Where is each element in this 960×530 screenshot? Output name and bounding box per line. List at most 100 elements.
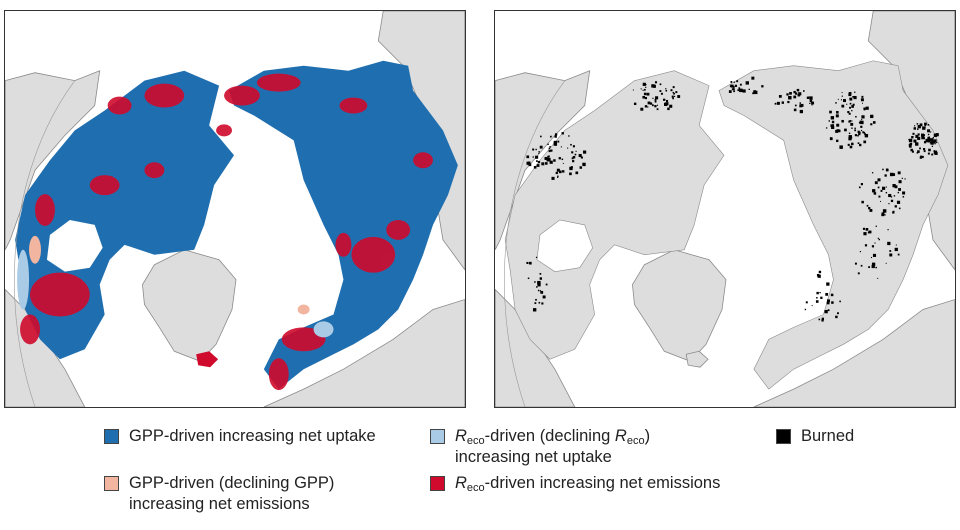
burned-speck bbox=[923, 134, 925, 136]
burned-speck bbox=[920, 155, 923, 158]
region-eurasia bbox=[718, 60, 949, 390]
burned-speck bbox=[739, 83, 742, 86]
burned-speck bbox=[889, 172, 894, 177]
burned-speck bbox=[885, 186, 887, 188]
burned-speck bbox=[809, 102, 811, 105]
burned-speck bbox=[537, 289, 540, 292]
burned-speck bbox=[931, 145, 934, 148]
burned-speck bbox=[737, 89, 740, 92]
burned-speck bbox=[774, 102, 777, 105]
legend-gpp-uptake: GPP-driven increasing net uptake bbox=[104, 426, 376, 447]
burned-speck bbox=[811, 305, 813, 307]
burned-speck bbox=[922, 126, 926, 130]
burned-speck bbox=[553, 140, 557, 145]
burned-speck bbox=[852, 103, 855, 106]
burned-speck bbox=[553, 159, 556, 162]
burned-speck bbox=[917, 125, 921, 129]
burned-speck bbox=[555, 171, 558, 175]
burned-speck bbox=[569, 172, 572, 176]
burned-speck bbox=[934, 151, 938, 155]
burned-speck bbox=[921, 136, 925, 140]
legend-gpp-emissions: GPP-driven (declining GPP) increasing ne… bbox=[104, 473, 334, 515]
burned-speck bbox=[855, 115, 857, 118]
burned-speck bbox=[579, 154, 581, 156]
burned-speck bbox=[835, 102, 837, 104]
burned-speck bbox=[646, 92, 650, 96]
burned-speck bbox=[828, 120, 830, 122]
legend-swatch-gpp-emissions bbox=[104, 476, 119, 491]
land-north-america-west bbox=[495, 70, 591, 250]
burned-speck bbox=[534, 281, 536, 283]
burned-area-map bbox=[494, 10, 956, 408]
burned-speck bbox=[841, 95, 843, 97]
burned-speck bbox=[526, 161, 530, 165]
burned-speck bbox=[582, 162, 586, 167]
burned-speck bbox=[852, 96, 854, 98]
burned-speck bbox=[836, 110, 839, 114]
burned-speck bbox=[868, 266, 870, 269]
burned-speck bbox=[733, 81, 735, 83]
burned-speck bbox=[583, 150, 587, 154]
burned-speck bbox=[869, 209, 873, 212]
burned-speck bbox=[826, 299, 830, 303]
burned-speck bbox=[797, 93, 801, 97]
burned-speck bbox=[675, 91, 678, 94]
burned-speck bbox=[825, 292, 829, 296]
burned-speck bbox=[572, 160, 575, 163]
burned-speck bbox=[886, 168, 888, 170]
burned-speck bbox=[865, 228, 869, 231]
burned-speck bbox=[847, 110, 850, 114]
burned-speck bbox=[910, 148, 913, 152]
burned-speck bbox=[888, 193, 892, 198]
burned-speck bbox=[561, 132, 564, 135]
burned-patches bbox=[526, 76, 939, 322]
burned-speck bbox=[557, 140, 560, 143]
burned-speck bbox=[931, 153, 934, 156]
burned-speck bbox=[547, 143, 549, 146]
burned-speck bbox=[805, 301, 808, 304]
burned-speck bbox=[835, 315, 838, 319]
burned-speck bbox=[665, 99, 669, 103]
region-north-america bbox=[504, 70, 725, 360]
land-north-america-west bbox=[5, 70, 101, 250]
burned-speck bbox=[908, 139, 910, 141]
burned-speck bbox=[642, 95, 646, 99]
burned-speck bbox=[811, 101, 815, 105]
burned-speck bbox=[571, 157, 574, 160]
burned-speck bbox=[919, 123, 923, 127]
burned-speck bbox=[532, 308, 537, 312]
burned-speck bbox=[535, 148, 537, 151]
burned-speck bbox=[580, 166, 582, 169]
hudson-bay bbox=[536, 219, 593, 272]
burned-speck bbox=[917, 150, 920, 153]
burned-speck bbox=[916, 142, 918, 145]
burned-speck bbox=[872, 121, 876, 124]
burned-speck bbox=[545, 162, 548, 165]
burned-speck bbox=[653, 84, 656, 88]
burned-speck bbox=[665, 88, 667, 90]
burned-speck bbox=[742, 89, 746, 93]
burned-speck bbox=[829, 110, 832, 114]
burned-speck bbox=[929, 139, 931, 141]
burned-speck bbox=[837, 98, 839, 100]
burned-speck bbox=[902, 196, 905, 198]
burned-speck bbox=[542, 295, 546, 299]
burned-speck bbox=[656, 108, 659, 111]
burned-speck bbox=[858, 186, 861, 189]
burned-speck bbox=[930, 131, 932, 133]
burned-speck bbox=[868, 230, 872, 234]
legend-label-gpp-emissions: GPP-driven (declining GPP) increasing ne… bbox=[129, 474, 335, 513]
burned-speck bbox=[871, 264, 875, 269]
burned-speck bbox=[549, 160, 553, 164]
burned-speck bbox=[816, 273, 820, 277]
burned-speck bbox=[796, 89, 799, 91]
burned-speck bbox=[826, 282, 830, 286]
burned-speck bbox=[670, 89, 673, 92]
burned-speck bbox=[754, 90, 758, 95]
burned-speck bbox=[816, 291, 819, 295]
burned-speck bbox=[728, 90, 732, 93]
burned-speck bbox=[916, 151, 919, 154]
burned-speck bbox=[642, 82, 646, 86]
burned-speck bbox=[536, 286, 538, 288]
burned-speck bbox=[902, 191, 906, 195]
